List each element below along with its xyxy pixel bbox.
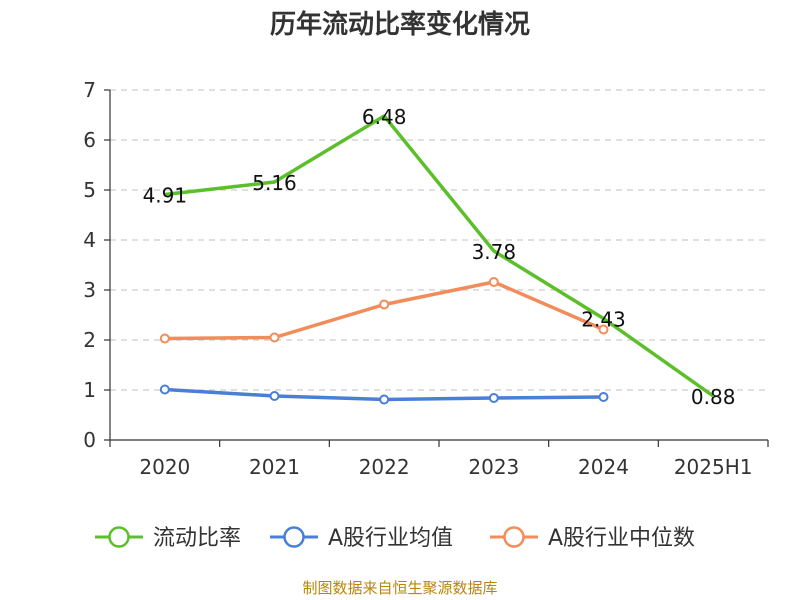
x-tick-label: 2024 [578, 455, 629, 479]
data-point [379, 299, 390, 310]
data-label: 4.91 [143, 184, 188, 208]
legend-marker [108, 526, 130, 548]
data-point [598, 392, 609, 402]
data-label: 5.16 [252, 171, 297, 195]
x-tick-label: 2021 [249, 455, 300, 479]
chart-title: 历年流动比率变化情况 [270, 9, 530, 40]
y-tick-label: 3 [83, 278, 96, 302]
series-line [164, 280, 605, 341]
legend-marker [283, 526, 305, 548]
series-layer [159, 114, 715, 405]
y-tick-label: 5 [83, 178, 96, 202]
x-tick-label: 2020 [139, 455, 190, 479]
x-tick-label: 2025H1 [674, 455, 753, 479]
x-tick-label: 2023 [468, 455, 519, 479]
data-label: 2.43 [581, 308, 626, 332]
grid [110, 89, 768, 391]
data-label: 3.78 [472, 240, 517, 264]
axes: 0 1 2 3 4 5 6 7 2020 2021 2022 2023 2024 2025H1 [83, 78, 769, 479]
source-note: 制图数据来自恒生聚源数据库 [302, 579, 497, 597]
y-tick-label: 2 [83, 328, 96, 352]
data-labels: 4.91 5.16 6.48 3.78 2.43 0.88 [143, 105, 736, 409]
legend: 流动比率 A股行业均值 A股行业中位数 [95, 526, 695, 551]
legend-label: A股行业中位数 [548, 526, 695, 551]
data-point [488, 277, 499, 287]
x-tick-label: 2022 [359, 455, 410, 479]
data-point [488, 393, 499, 403]
data-point [598, 324, 609, 335]
y-tick-label: 0 [83, 428, 96, 452]
series-line [164, 114, 715, 398]
data-point [159, 384, 170, 395]
y-tick-label: 7 [83, 78, 96, 102]
data-point [379, 394, 390, 405]
data-point [159, 333, 170, 344]
data-label: 0.88 [691, 385, 736, 409]
y-tick-label: 1 [83, 378, 96, 402]
data-point [269, 332, 280, 343]
data-point [269, 391, 280, 401]
y-tick-label: 4 [83, 228, 96, 252]
legend-label: A股行业均值 [328, 526, 453, 551]
data-label: 6.48 [362, 105, 407, 129]
legend-marker [503, 526, 525, 548]
y-tick-label: 6 [83, 128, 96, 152]
legend-label: 流动比率 [153, 526, 241, 551]
